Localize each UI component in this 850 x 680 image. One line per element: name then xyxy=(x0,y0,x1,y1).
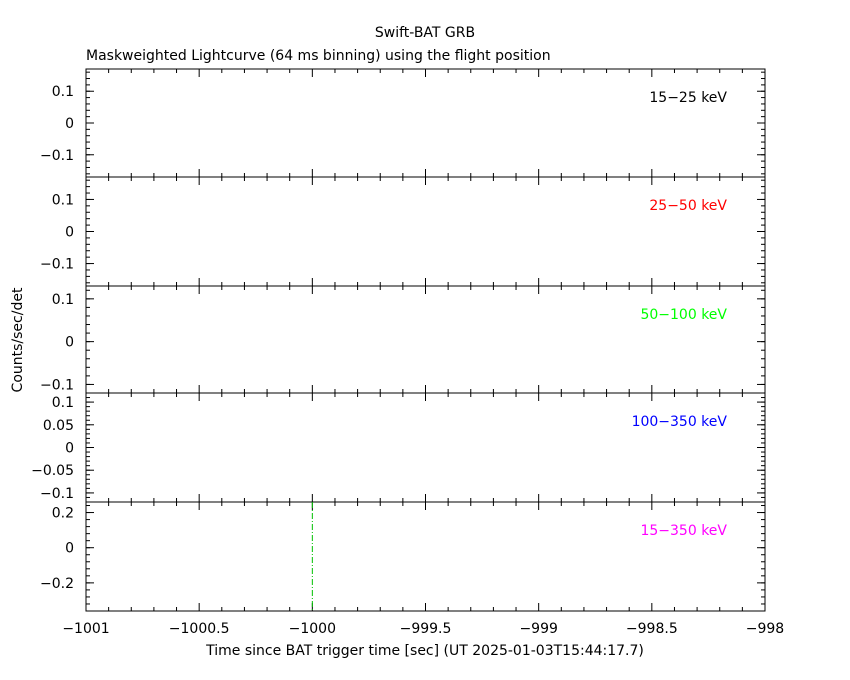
y-tick-label: −0.05 xyxy=(31,463,74,479)
panel-1: 0.1 0 −0.1 15−25 keV xyxy=(40,68,766,178)
x-tick-label: −998.5 xyxy=(626,621,678,637)
panel-frame xyxy=(85,68,766,178)
y-tick-label: 0 xyxy=(65,225,74,241)
y-tick-label: −0.1 xyxy=(40,148,74,164)
panel-4: 0.1 0.05 0 −0.05 −0.1 100−350 keV xyxy=(31,392,766,503)
panel-frame xyxy=(85,176,766,287)
x-tick-label: −999.5 xyxy=(400,621,452,637)
y-tick-label: −0.2 xyxy=(40,576,74,592)
y-tick-label: −0.1 xyxy=(40,377,74,393)
y-tick-label: −0.1 xyxy=(40,486,74,502)
band-label: 50−100 keV xyxy=(640,307,727,323)
y-tick-label: −0.1 xyxy=(40,257,74,273)
y-tick-label: 0.2 xyxy=(52,506,74,522)
y-tick-label: 0 xyxy=(65,541,74,557)
y-tick-label: 0 xyxy=(65,441,74,457)
x-tick-label: −1000 xyxy=(289,621,336,637)
x-axis-label: Time since BAT trigger time [sec] (UT 20… xyxy=(205,643,644,659)
y-tick-label: 0 xyxy=(65,335,74,351)
panel-frame xyxy=(85,392,766,503)
panel-2: 0.1 0 −0.1 25−50 keV xyxy=(40,176,766,287)
y-tick-label: 0.1 xyxy=(52,84,74,100)
y-tick-label: 0 xyxy=(65,116,74,132)
y-tick-label: 0.1 xyxy=(52,395,74,411)
panel-frame xyxy=(85,285,766,394)
y-tick-label: 0.1 xyxy=(52,292,74,308)
panels-layer: 0.1 0 −0.1 15−25 keV 0.1 0 −0.1 25−50 keV 0.1 0 −0… xyxy=(31,68,784,637)
x-tick-label: −998 xyxy=(746,621,784,637)
panel-5: 0.2 0 −0.2 15−350 keV xyxy=(40,501,766,612)
band-label: 15−25 keV xyxy=(649,90,727,106)
y-tick-label: 0.1 xyxy=(52,192,74,208)
x-tick-label: −1000.5 xyxy=(169,621,230,637)
chart-subtitle: Maskweighted Lightcurve (64 ms binning) … xyxy=(86,48,551,64)
panel-3: 0.1 0 −0.1 50−100 keV xyxy=(40,285,766,394)
x-tick-label: −999 xyxy=(519,621,557,637)
y-tick-label: 0.05 xyxy=(43,418,74,434)
band-label: 15−350 keV xyxy=(640,523,727,539)
band-label: 100−350 keV xyxy=(632,414,728,430)
panel-frame xyxy=(85,501,766,612)
band-label: 25−50 keV xyxy=(649,198,727,214)
y-axis-label: Counts/sec/det xyxy=(10,287,26,392)
chart-title: Swift-BAT GRB xyxy=(375,25,475,41)
x-tick-label: −1001 xyxy=(62,621,109,637)
